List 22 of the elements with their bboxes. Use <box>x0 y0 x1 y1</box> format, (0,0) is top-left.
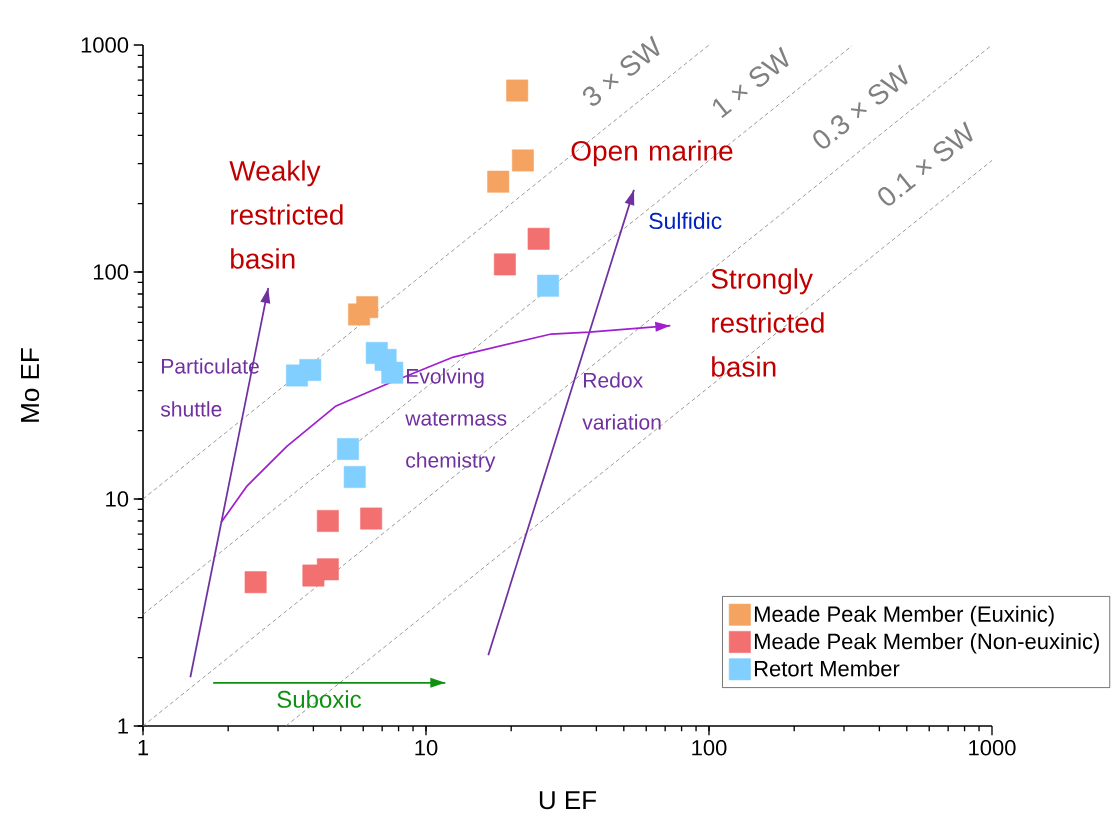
text: Evolving watermass chemistry <box>405 368 507 472</box>
annotation: Sulfidic <box>649 212 722 230</box>
x-tick-label: 1 <box>138 740 149 756</box>
y-tick-label: 1 <box>118 718 128 734</box>
x-tick-label: 100 <box>692 739 727 756</box>
annotation: Weakly restricted basin <box>229 160 343 269</box>
annotation: Open marine <box>571 140 733 167</box>
legend-label: Meade Peak Member (Euxinic) <box>754 605 1054 627</box>
text: 3 × SW <box>582 35 660 106</box>
annotation: Suboxic <box>277 690 362 708</box>
x-tick-label: 10 <box>415 739 438 756</box>
x-axis-title: U EF <box>539 791 597 810</box>
annotation: Strongly restricted basin <box>711 268 824 377</box>
text: 1 × SW <box>712 46 789 119</box>
x-tick-label: 1000 <box>969 739 1016 756</box>
text: Redox variation <box>582 372 661 430</box>
y-tick-label: 1000 <box>81 37 129 53</box>
legend-label: Meade Peak Member (Non-euxinic) <box>754 633 1099 654</box>
y-tick-label: 100 <box>93 264 129 280</box>
y-tick-label: 10 <box>106 491 129 507</box>
legend-label: Retort Member <box>754 660 900 677</box>
y-axis-title: Mo EF <box>21 348 40 422</box>
